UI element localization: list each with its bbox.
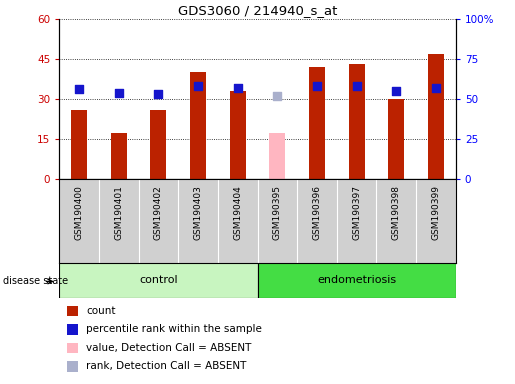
Text: GSM190403: GSM190403 [194,185,202,240]
Bar [230,91,246,179]
Text: value, Detection Call = ABSENT: value, Detection Call = ABSENT [86,343,251,353]
Point [154,91,162,97]
Text: GSM190400: GSM190400 [75,185,83,240]
Point [432,84,440,91]
Point [313,83,321,89]
Bar [190,72,206,179]
Point [352,83,360,89]
Point [392,88,401,94]
Text: rank, Detection Call = ABSENT: rank, Detection Call = ABSENT [86,361,246,371]
Text: GSM190402: GSM190402 [154,185,163,240]
Point [114,89,123,96]
Bar [428,54,444,179]
Text: GSM190396: GSM190396 [313,185,321,240]
Bar [388,99,404,179]
Bar [59,263,258,298]
Text: GSM190395: GSM190395 [273,185,282,240]
Text: endometriosis: endometriosis [317,275,396,285]
Bar [349,65,365,179]
Bar [309,67,325,179]
Point [273,93,281,99]
Point [75,86,83,93]
Text: control: control [139,275,178,285]
Bar [111,133,127,179]
Text: GSM190399: GSM190399 [432,185,440,240]
Text: GSM190404: GSM190404 [233,185,242,240]
Text: count: count [86,306,115,316]
Title: GDS3060 / 214940_s_at: GDS3060 / 214940_s_at [178,3,337,17]
Text: GSM190398: GSM190398 [392,185,401,240]
Text: GSM190397: GSM190397 [352,185,361,240]
Text: disease state: disease state [3,276,67,286]
Text: GSM190401: GSM190401 [114,185,123,240]
Bar [258,263,456,298]
Text: percentile rank within the sample: percentile rank within the sample [86,324,262,334]
Bar [71,109,87,179]
Bar [150,109,166,179]
Point [194,83,202,89]
Bar [269,133,285,179]
Point [233,84,242,91]
